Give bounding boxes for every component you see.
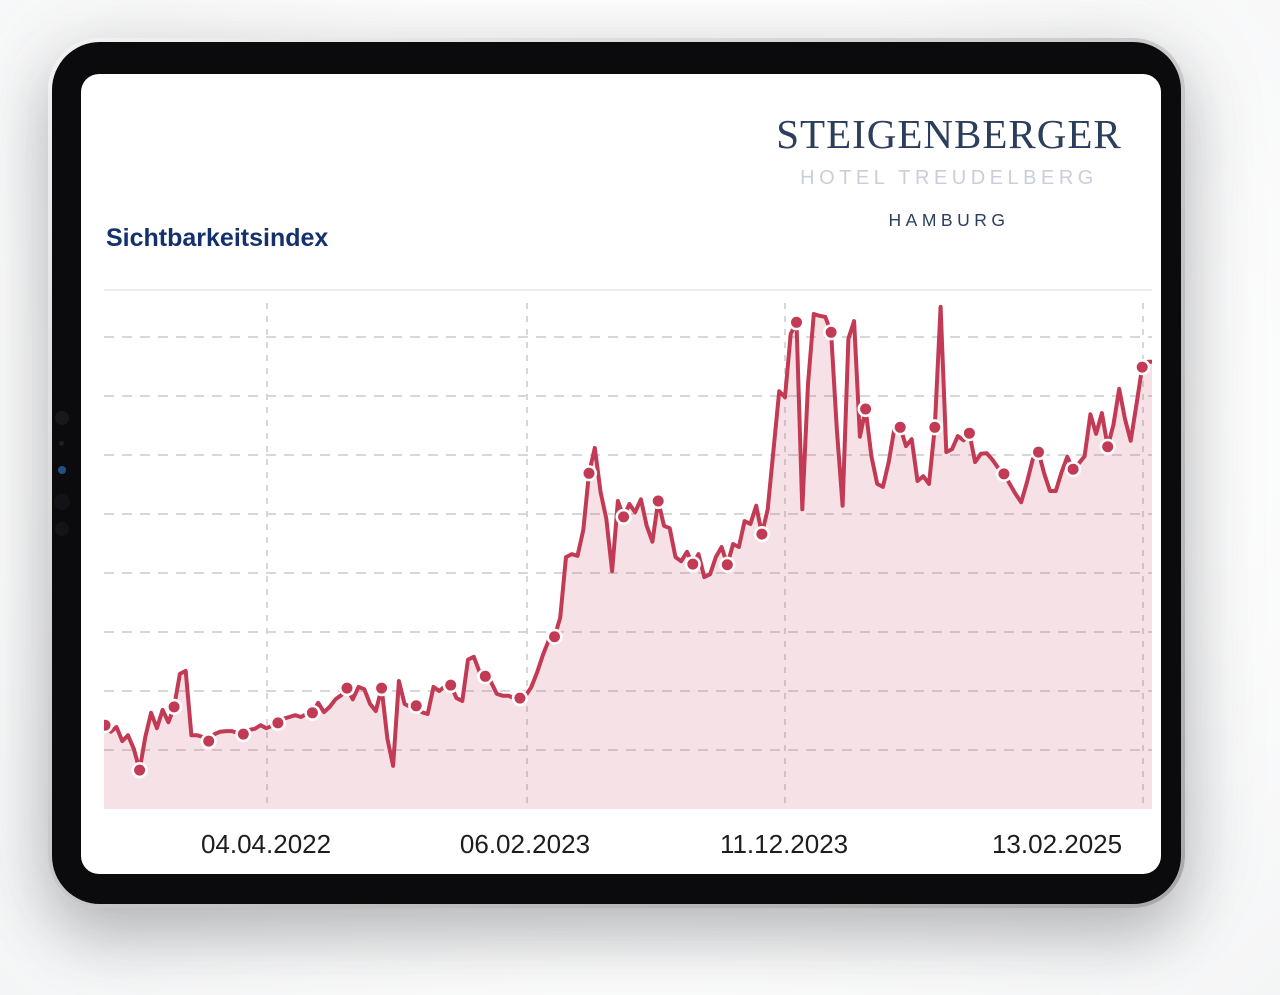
data-point-marker <box>408 697 425 714</box>
data-point-marker <box>857 400 874 418</box>
data-point-marker <box>1099 438 1116 455</box>
data-point-marker <box>304 704 321 721</box>
x-axis-label: 06.02.2023 <box>459 829 591 859</box>
data-point-marker <box>1134 358 1151 376</box>
data-point-marker <box>477 668 494 685</box>
x-axis-label: 04.04.2022 <box>200 829 332 859</box>
logo-property-text: HOTEL TREUDELBERG <box>800 167 1098 189</box>
data-point-marker <box>926 419 943 436</box>
data-point-marker <box>650 492 667 510</box>
data-point-marker <box>615 508 632 525</box>
tablet-screen: STEIGENBERGER HOTEL TREUDELBERG HAMBURG … <box>81 74 1161 874</box>
data-point-marker <box>338 680 356 697</box>
visibility-chart <box>104 289 1152 809</box>
data-point-marker <box>753 526 771 543</box>
data-point-marker <box>719 556 736 573</box>
data-point-marker <box>165 698 183 716</box>
data-point-marker <box>1030 444 1047 461</box>
data-point-marker <box>546 628 563 645</box>
data-point-marker <box>892 419 909 436</box>
data-point-marker <box>235 726 252 743</box>
data-point-marker <box>104 717 114 734</box>
tablet-bezel: STEIGENBERGER HOTEL TREUDELBERG HAMBURG … <box>52 42 1181 904</box>
camera-lens-icon <box>54 494 70 510</box>
sensor-blue-dot-icon <box>58 466 66 474</box>
camera-lens-secondary-icon <box>55 522 69 536</box>
page-title: Sichtbarkeitsindex <box>106 224 329 252</box>
data-point-marker <box>684 556 701 573</box>
data-point-marker <box>511 690 529 707</box>
microphone-dot-icon <box>59 441 64 446</box>
data-point-marker <box>788 314 805 331</box>
data-point-marker <box>995 465 1013 482</box>
data-point-marker <box>131 762 148 779</box>
visibility-chart-svg <box>104 289 1152 809</box>
tablet-frame: STEIGENBERGER HOTEL TREUDELBERG HAMBURG … <box>48 38 1185 908</box>
data-point-marker <box>1064 461 1082 478</box>
x-axis-label: 11.12.2023 <box>719 829 849 859</box>
front-camera-icon <box>55 411 69 425</box>
data-point-marker <box>373 680 390 697</box>
hotel-logo: STEIGENBERGER HOTEL TREUDELBERG HAMBURG <box>763 114 1135 230</box>
data-point-marker <box>442 677 459 694</box>
data-point-marker <box>961 425 978 442</box>
logo-brand-text: STEIGENBERGER <box>776 111 1122 157</box>
data-point-marker <box>269 714 286 732</box>
series-area <box>104 306 1152 809</box>
data-point-marker <box>580 465 598 482</box>
data-point-marker <box>200 733 217 750</box>
logo-city-text: HAMBURG <box>888 210 1010 230</box>
x-axis-label: 13.02.2025 <box>991 829 1123 859</box>
data-point-marker <box>822 324 840 341</box>
x-axis-labels: 04.04.2022 06.02.2023 11.12.2023 13.02.2025 <box>104 829 1152 861</box>
